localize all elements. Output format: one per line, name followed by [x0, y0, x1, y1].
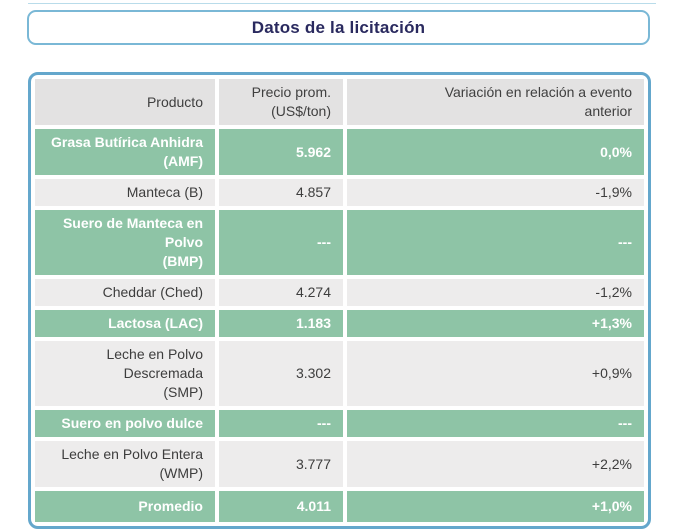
- table-row: Manteca (B) 4.857 -1,9%: [35, 179, 644, 206]
- licitacion-table: Producto Precio prom. (US$/ton) Variació…: [31, 75, 648, 526]
- table-row: Grasa Butírica Anhidra (AMF) 5.962 0,0%: [35, 129, 644, 175]
- cell-producto: Leche en Polvo Descremada (SMP): [35, 341, 215, 406]
- cell-precio: 4.857: [219, 179, 343, 206]
- cell-variacion: ---: [347, 410, 644, 437]
- cell-variacion: -1,9%: [347, 179, 644, 206]
- header-producto: Producto: [35, 79, 215, 125]
- cell-precio: 4.274: [219, 279, 343, 306]
- cell-variacion: +1,3%: [347, 310, 644, 337]
- cell-precio: ---: [219, 210, 343, 275]
- cell-precio: 1.183: [219, 310, 343, 337]
- table-header-row: Producto Precio prom. (US$/ton) Variació…: [35, 79, 644, 125]
- cell-producto: Leche en Polvo Entera (WMP): [35, 441, 215, 487]
- table-row: Cheddar (Ched) 4.274 -1,2%: [35, 279, 644, 306]
- page-title: Datos de la licitación: [251, 17, 426, 37]
- table-card: Producto Precio prom. (US$/ton) Variació…: [28, 72, 651, 529]
- cell-precio: 5.962: [219, 129, 343, 175]
- cell-producto: Suero en polvo dulce: [35, 410, 215, 437]
- header-precio: Precio prom. (US$/ton): [219, 79, 343, 125]
- table-row: Suero en polvo dulce --- ---: [35, 410, 644, 437]
- cell-producto: Grasa Butírica Anhidra (AMF): [35, 129, 215, 175]
- cell-producto: Suero de Manteca en Polvo (BMP): [35, 210, 215, 275]
- cell-precio: 3.302: [219, 341, 343, 406]
- table-row: Suero de Manteca en Polvo (BMP) --- ---: [35, 210, 644, 275]
- title-box: Datos de la licitación: [27, 10, 650, 45]
- table-row: Leche en Polvo Entera (WMP) 3.777 +2,2%: [35, 441, 644, 487]
- cell-variacion: +2,2%: [347, 441, 644, 487]
- cell-variacion: -1,2%: [347, 279, 644, 306]
- cell-variacion: ---: [347, 210, 644, 275]
- cell-producto: Manteca (B): [35, 179, 215, 206]
- cell-precio: ---: [219, 410, 343, 437]
- header-variacion: Variación en relación a evento anterior: [347, 79, 644, 125]
- cell-producto: Cheddar (Ched): [35, 279, 215, 306]
- top-divider: [28, 3, 656, 4]
- cell-variacion: +0,9%: [347, 341, 644, 406]
- table-row: Leche en Polvo Descremada (SMP) 3.302 +0…: [35, 341, 644, 406]
- cell-precio: 3.777: [219, 441, 343, 487]
- table-body: Grasa Butírica Anhidra (AMF) 5.962 0,0% …: [35, 129, 644, 522]
- cell-producto: Lactosa (LAC): [35, 310, 215, 337]
- cell-variacion: 0,0%: [347, 129, 644, 175]
- table-row: Lactosa (LAC) 1.183 +1,3%: [35, 310, 644, 337]
